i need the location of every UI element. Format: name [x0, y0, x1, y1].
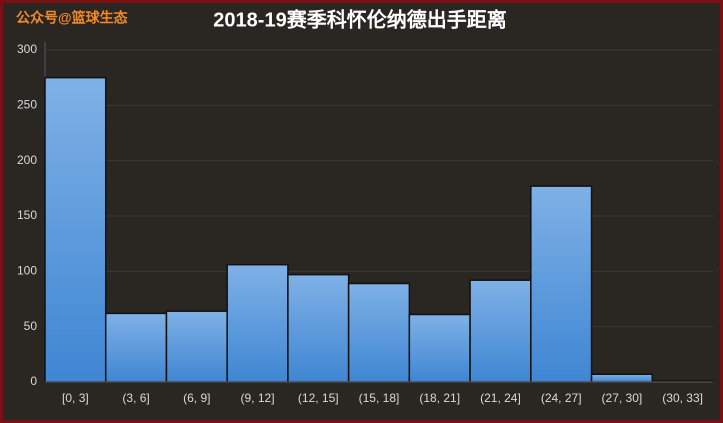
x-tick-label: (27, 30]: [602, 391, 643, 405]
y-tick-label: 300: [17, 42, 37, 56]
y-tick-label: 100: [17, 264, 37, 278]
bar: [44, 76, 107, 383]
chart-title: 2018-19赛季科怀伦纳德出手距离: [213, 7, 506, 31]
x-tick-label: (24, 27]: [541, 391, 582, 405]
bar: [287, 273, 350, 383]
y-tick-label: 150: [17, 208, 37, 222]
x-tick-label: (18, 21]: [419, 391, 460, 405]
y-tick-label: 200: [17, 153, 37, 167]
x-tick-label: (3, 6]: [122, 391, 149, 405]
y-tick-label: 0: [30, 374, 37, 388]
bar: [590, 373, 654, 383]
x-tick-label: (15, 18]: [359, 391, 400, 405]
x-tick-label: (30, 33]: [662, 391, 703, 405]
bar: [165, 310, 228, 383]
bar: [347, 282, 411, 383]
bar: [408, 313, 471, 383]
bar: [469, 279, 532, 383]
bar: [104, 312, 168, 383]
x-tick-label: (12, 15]: [298, 391, 339, 405]
y-tick-label: 250: [17, 98, 37, 112]
x-tick-label: (21, 24]: [480, 391, 521, 405]
x-tick-label: (6, 9]: [183, 391, 210, 405]
bar: [530, 185, 593, 383]
watermark: 公众号@篮球生态: [16, 10, 128, 26]
y-tick-label: 50: [24, 319, 38, 333]
x-tick-label: (9, 12]: [241, 391, 275, 405]
bar: [226, 263, 289, 383]
x-tick-label: [0, 3]: [62, 391, 89, 405]
plot: 0 50 100 150 200 250 300 [0, 3] (3, 6] (6, 9] (9, …: [17, 42, 714, 405]
